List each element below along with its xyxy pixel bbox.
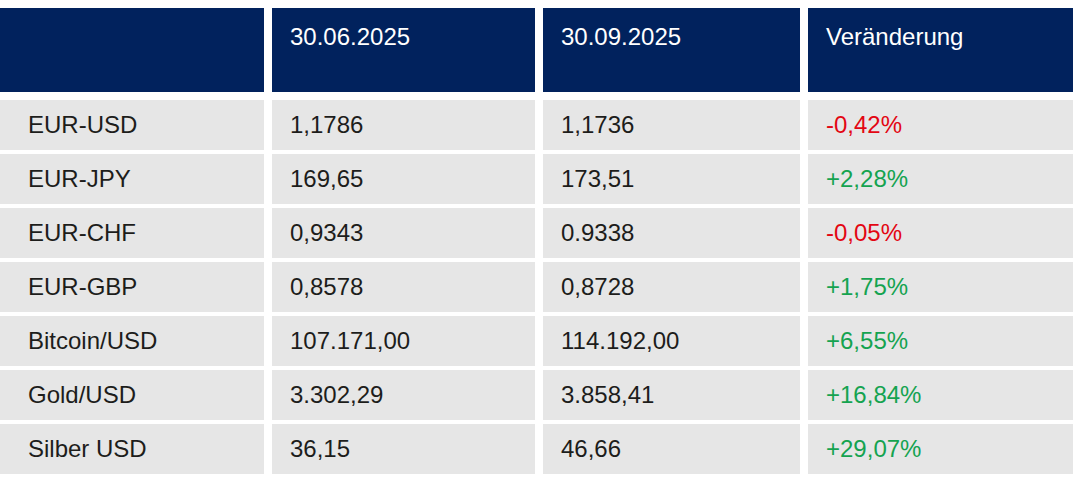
header-cell-change: Veränderung [808,8,1073,92]
table-row: Gold/USD 3.302,29 3.858,41 +16,84% [0,370,1073,420]
table-row: Silber USD 36,15 46,66 +29,07% [0,424,1073,474]
value-date-1: 36,15 [272,424,535,474]
instrument-label: EUR-JPY [0,154,264,204]
value-date-2: 0.9338 [543,208,800,258]
change-value: +29,07% [808,424,1073,474]
value-date-1: 1,1786 [272,100,535,150]
value-date-2: 173,51 [543,154,800,204]
value-date-1: 0,9343 [272,208,535,258]
instrument-label: EUR-CHF [0,208,264,258]
instrument-label: EUR-USD [0,100,264,150]
change-value: -0,42% [808,100,1073,150]
change-value: +6,55% [808,316,1073,366]
table-row: EUR-JPY 169,65 173,51 +2,28% [0,154,1073,204]
instrument-label: EUR-GBP [0,262,264,312]
change-value: -0,05% [808,208,1073,258]
value-date-2: 1,1736 [543,100,800,150]
table-row: Bitcoin/USD 107.171,00 114.192,00 +6,55% [0,316,1073,366]
table-body: EUR-USD 1,1786 1,1736 -0,42% EUR-JPY 169… [0,100,1073,474]
header-cell-empty [0,8,264,92]
header-cell-date-2: 30.09.2025 [543,8,800,92]
change-value: +1,75% [808,262,1073,312]
header-cell-date-1: 30.06.2025 [272,8,535,92]
table-row: EUR-USD 1,1786 1,1736 -0,42% [0,100,1073,150]
instrument-label: Bitcoin/USD [0,316,264,366]
change-value: +16,84% [808,370,1073,420]
change-value: +2,28% [808,154,1073,204]
table-header-row: 30.06.2025 30.09.2025 Veränderung [0,8,1073,92]
value-date-2: 0,8728 [543,262,800,312]
value-date-2: 46,66 [543,424,800,474]
instrument-label: Silber USD [0,424,264,474]
value-date-2: 3.858,41 [543,370,800,420]
value-date-1: 107.171,00 [272,316,535,366]
table-row: EUR-CHF 0,9343 0.9338 -0,05% [0,208,1073,258]
value-date-2: 114.192,00 [543,316,800,366]
fx-rates-table: 30.06.2025 30.09.2025 Veränderung EUR-US… [0,0,1073,474]
table-row: EUR-GBP 0,8578 0,8728 +1,75% [0,262,1073,312]
value-date-1: 0,8578 [272,262,535,312]
value-date-1: 3.302,29 [272,370,535,420]
instrument-label: Gold/USD [0,370,264,420]
value-date-1: 169,65 [272,154,535,204]
